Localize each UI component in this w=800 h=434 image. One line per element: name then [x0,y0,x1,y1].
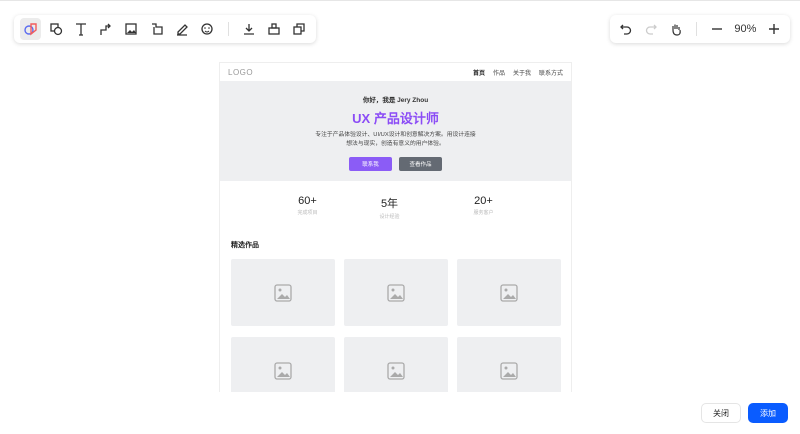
right-toolbar: 90% [610,15,790,43]
work-card[interactable] [344,259,448,326]
stat-value: 20+ [474,195,493,207]
download-icon[interactable] [238,18,259,40]
divider [695,22,697,36]
hero-desc: 专注于产品体验设计、UI/UX设计和创意解决方案。用设计连接 想法与现实，创造有意… [220,131,571,149]
stat: 20+ 服务客户 [443,195,525,220]
copy-icon[interactable] [289,18,310,40]
work-card[interactable] [457,259,561,326]
work-card[interactable] [344,337,448,392]
desc-line: 专注于产品体验设计、UI/UX设计和创意解决方案。用设计连接 [315,132,476,138]
work-card[interactable] [231,337,335,392]
nav-contact[interactable]: 联系方式 [538,70,563,77]
stat: 60+ 完成项目 [267,195,349,220]
connector-icon[interactable] [96,18,117,40]
logo: LOGO [228,67,254,77]
stat-label: 设计经验 [379,214,400,220]
zoom-level: 90% [734,23,757,35]
shape-icon[interactable] [45,18,66,40]
divider [227,22,229,36]
nav-works[interactable]: 作品 [492,70,505,77]
stat-value: 5年 [380,198,399,210]
undo-icon[interactable] [616,18,637,40]
view-works-button[interactable]: 查看作品 [399,157,442,171]
desc-line: 想法与现实，创造有意义的用户体验。 [346,141,445,147]
sticker-icon[interactable] [196,18,217,40]
section-title: 精选作品 [231,242,259,249]
contact-button[interactable]: 联系我 [349,157,392,171]
work-card[interactable] [457,337,561,392]
format-painter-icon[interactable] [264,18,285,40]
nav-home[interactable]: 首页 [472,70,485,77]
hand-icon[interactable] [665,18,686,40]
image-placeholder-icon [500,361,518,380]
left-toolbar [14,15,316,43]
stat-value: 60+ [298,195,317,207]
image-icon[interactable] [121,18,142,40]
stat-label: 服务客户 [473,210,494,216]
works-grid [231,259,571,392]
image-placeholder-icon [387,283,405,302]
close-button[interactable]: 关闭 [701,403,741,423]
stat-label: 完成项目 [297,210,318,216]
hero: 你好，我是 Jery Zhou UX 产品设计师 专注于产品体验设计、UI/UX… [220,81,571,181]
image-placeholder-icon [500,283,518,302]
image-placeholder-icon [387,361,405,380]
zoom-in-icon[interactable] [763,18,784,40]
add-button[interactable]: 添加 [748,403,788,423]
page-preview: LOGO 首页 作品 关于我 联系方式 你好，我是 Jery Zhou UX 产… [219,62,572,392]
frame-icon[interactable] [146,18,167,40]
nav-about[interactable]: 关于我 [512,70,531,77]
text-icon[interactable] [70,18,91,40]
image-placeholder-icon [274,283,292,302]
stat: 5年设计经验 [349,195,431,220]
pen-icon[interactable] [171,18,192,40]
stats: 60+ 完成项目 5年设计经验 20+ 服务客户 [220,195,571,220]
redo-icon[interactable] [641,18,662,40]
work-card[interactable] [231,259,335,326]
zoom-out-icon[interactable] [707,18,728,40]
preview-nav: LOGO 首页 作品 关于我 联系方式 [220,63,571,81]
greeting: 你好，我是 Jery Zhou [362,97,429,104]
image-placeholder-icon [274,361,292,380]
shapes-icon[interactable] [20,18,42,40]
hero-title: UX 产品设计师 [352,111,439,126]
